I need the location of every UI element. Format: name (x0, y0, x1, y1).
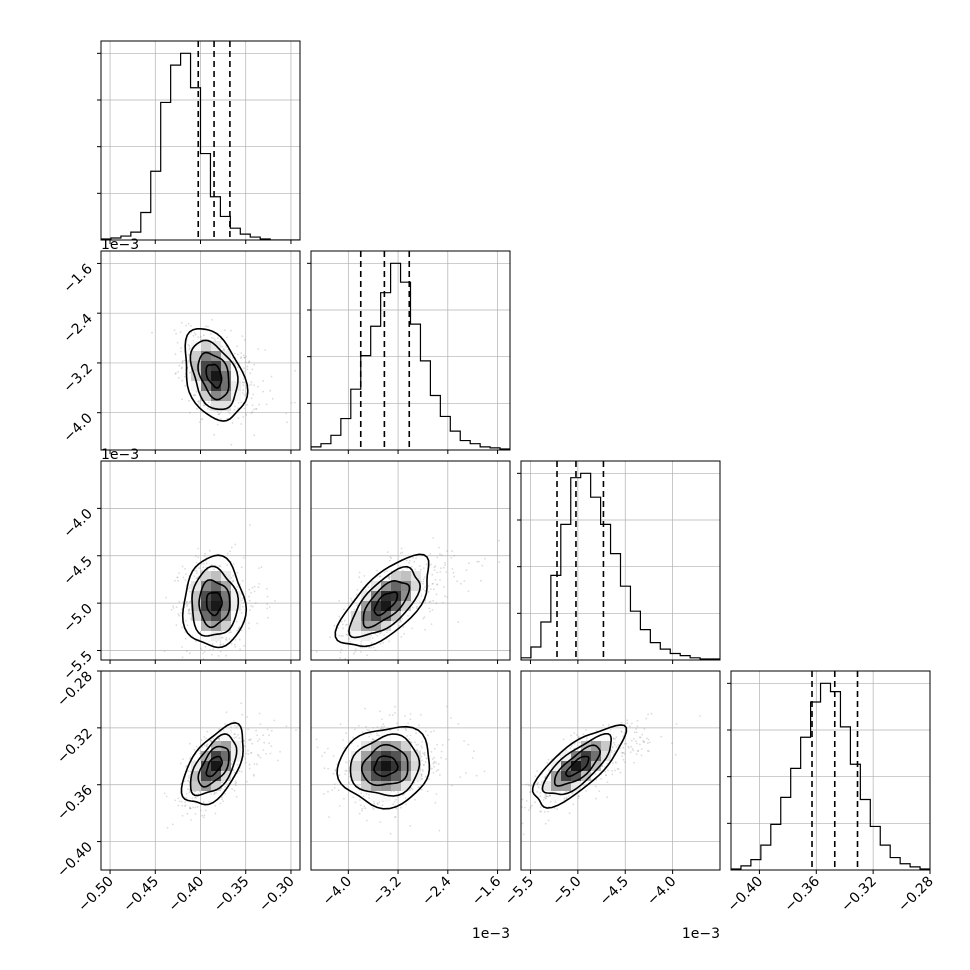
contour-2-0-1 (198, 579, 231, 629)
x-exponent-label-1: 1e−3 (472, 926, 510, 942)
x-exponent-label-2: 1e−3 (682, 926, 720, 942)
y-exponent-label-2: 1e−3 (101, 447, 139, 463)
contour-3-1-1 (361, 743, 409, 787)
contour-3-2-1 (553, 744, 602, 787)
contour-2-1-0 (373, 591, 399, 617)
panel-2-0 (97, 460, 301, 664)
contour-3-0-2 (189, 733, 238, 797)
contour-2-0-3 (181, 554, 248, 649)
contour-3-2-2 (541, 733, 613, 796)
contour-3-0-3 (180, 721, 244, 806)
panel-2-2 (517, 460, 721, 664)
panel-3-1 (310, 670, 511, 874)
contour-3-2-3 (531, 724, 628, 809)
panel-3-2 (520, 670, 721, 874)
panel-0-0 (97, 40, 301, 244)
contour-3-0-0 (205, 755, 223, 778)
contour-2-1-2 (348, 565, 422, 639)
contour-3-2-0 (565, 755, 590, 778)
histogram-2 (521, 472, 720, 660)
contour-3-1-3 (336, 725, 431, 810)
contour-1-0-2 (189, 339, 239, 411)
contour-3-0-1 (197, 745, 230, 788)
panel-1-1 (307, 250, 511, 454)
contour-2-0-2 (191, 565, 240, 637)
contour-2-1-3 (334, 553, 430, 648)
panel-3-3 (727, 670, 931, 874)
histogram-1 (311, 262, 510, 450)
contour-2-0-0 (205, 591, 223, 617)
y-exponent-label-1: 1e−3 (101, 237, 139, 253)
contour-3-1-2 (349, 733, 421, 797)
contour-1-0-0 (205, 363, 223, 389)
contour-2-1-1 (362, 579, 411, 629)
histogram-3 (731, 682, 930, 870)
panel-1-0 (97, 250, 301, 454)
contour-1-0-3 (184, 328, 249, 422)
contour-3-1-0 (373, 755, 399, 778)
panel-2-1 (310, 460, 511, 664)
contour-1-0-1 (197, 351, 230, 401)
panel-3-0 (97, 670, 301, 874)
histogram-0 (101, 52, 300, 240)
